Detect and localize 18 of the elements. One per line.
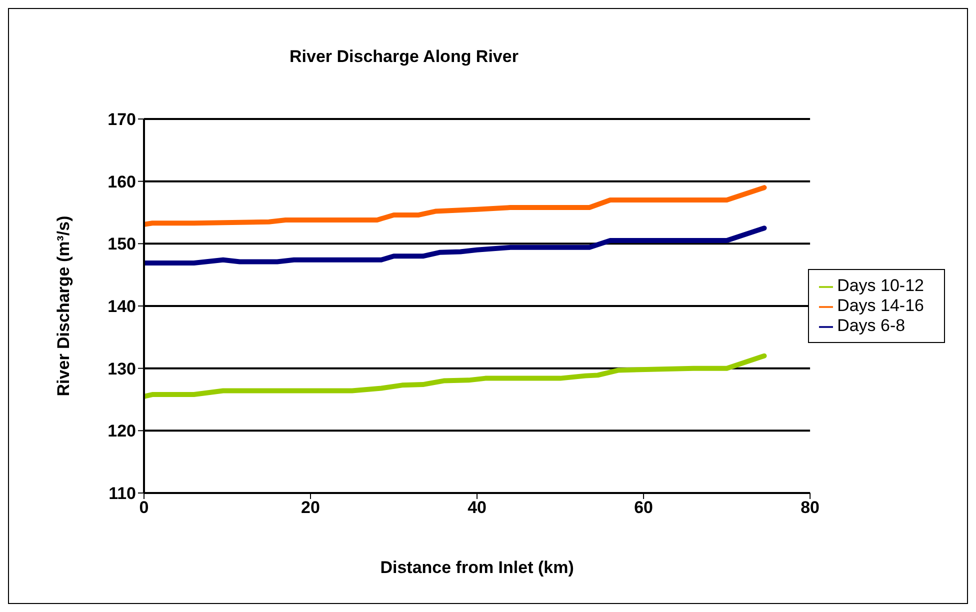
legend-label: Days 6-8	[837, 316, 906, 335]
y-tick-label: 150	[108, 234, 136, 254]
legend-label: Days 14-16	[837, 296, 924, 315]
x-tick-label: 20	[301, 498, 320, 518]
y-tick-label: 120	[108, 422, 136, 441]
x-tick-label: 0	[139, 498, 149, 518]
x-tick-label: 40	[468, 498, 486, 518]
y-tick-label: 130	[108, 359, 136, 378]
y-tick-label: 140	[108, 297, 136, 316]
x-tick-label: 60	[634, 498, 654, 518]
legend-label: Days 10-12	[837, 276, 924, 295]
y-tick-label: 110	[108, 484, 136, 504]
y-tick-label: 170	[108, 110, 136, 130]
y-axis-title: River Discharge (m³/s)	[54, 216, 73, 396]
x-tick-label: 80	[800, 498, 820, 518]
x-axis-title: Distance from Inlet (km)	[380, 558, 574, 577]
chart-title: River Discharge Along River	[288, 47, 520, 67]
y-tick-label: 160	[108, 172, 136, 192]
